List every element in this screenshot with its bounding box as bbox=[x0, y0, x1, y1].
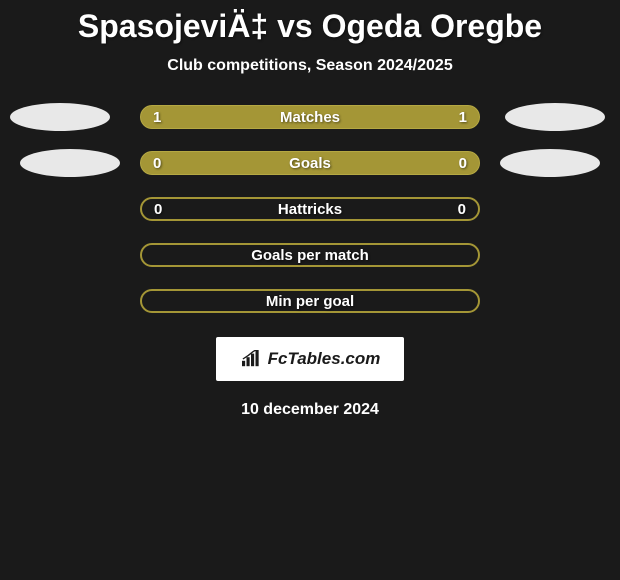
stat-label: Goals bbox=[289, 155, 331, 172]
stat-label: Matches bbox=[280, 109, 340, 126]
player-left-shadow-icon bbox=[10, 103, 110, 131]
player-right-shadow-icon bbox=[500, 149, 600, 177]
fctables-logo[interactable]: FcTables.com bbox=[216, 337, 405, 381]
comparison-subtitle: Club competitions, Season 2024/2025 bbox=[167, 57, 452, 75]
stat-row-goals: 0 Goals 0 bbox=[0, 151, 620, 175]
player-right-shadow-icon bbox=[505, 103, 605, 131]
stats-container: 1 Matches 1 0 Goals 0 0 Hattricks 0 Goal… bbox=[0, 105, 620, 313]
stat-value-right: 0 bbox=[447, 155, 467, 172]
stat-value-right: 1 bbox=[447, 109, 467, 126]
stat-bar-hattricks: 0 Hattricks 0 bbox=[140, 197, 480, 221]
stat-bar-goals: 0 Goals 0 bbox=[140, 151, 480, 175]
stat-label: Min per goal bbox=[154, 293, 466, 310]
stat-value-left: 0 bbox=[154, 201, 174, 218]
stat-row-goals-per-match: Goals per match bbox=[0, 243, 620, 267]
stat-row-matches: 1 Matches 1 bbox=[0, 105, 620, 129]
date-label: 10 december 2024 bbox=[241, 401, 379, 419]
stat-row-hattricks: 0 Hattricks 0 bbox=[0, 197, 620, 221]
player-left-shadow-icon bbox=[20, 149, 120, 177]
stat-bar-matches: 1 Matches 1 bbox=[140, 105, 480, 129]
bar-chart-icon bbox=[240, 350, 262, 368]
stat-row-min-per-goal: Min per goal bbox=[0, 289, 620, 313]
stat-value-left: 1 bbox=[153, 109, 173, 126]
stat-bar-goals-per-match: Goals per match bbox=[140, 243, 480, 267]
comparison-title: SpasojeviÄ‡ vs Ogeda Oregbe bbox=[78, 8, 542, 45]
stat-value-right: 0 bbox=[446, 201, 466, 218]
stat-bar-min-per-goal: Min per goal bbox=[140, 289, 480, 313]
stat-value-left: 0 bbox=[153, 155, 173, 172]
logo-text: FcTables.com bbox=[268, 349, 381, 369]
stat-label: Hattricks bbox=[278, 201, 342, 218]
stat-label: Goals per match bbox=[154, 247, 466, 264]
